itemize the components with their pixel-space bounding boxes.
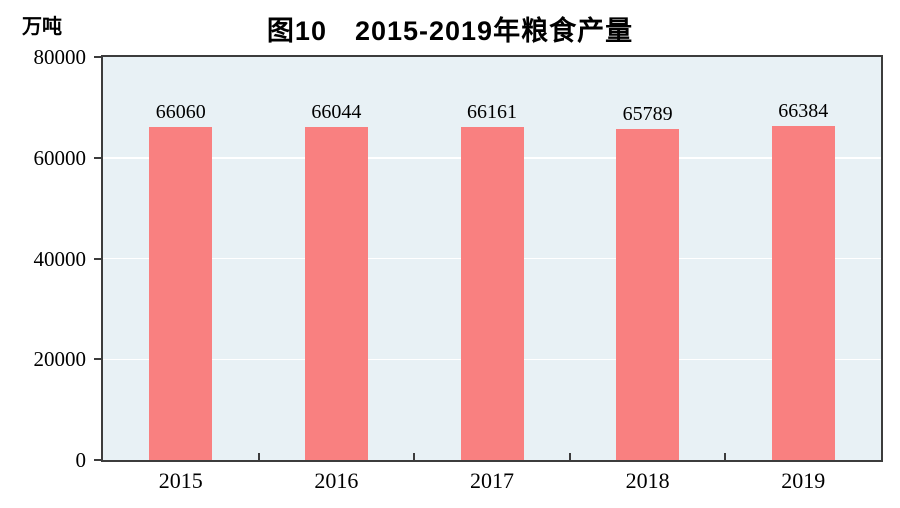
bar bbox=[616, 128, 680, 460]
y-tick-label: 20000 bbox=[33, 347, 87, 372]
y-tick-label: 40000 bbox=[33, 246, 87, 271]
y-tick-mark bbox=[94, 56, 103, 58]
x-tick-label: 2015 bbox=[158, 468, 203, 493]
x-tick-label: 2019 bbox=[781, 468, 826, 493]
x-tick-mark bbox=[413, 453, 416, 460]
y-tick-label: 60000 bbox=[33, 145, 87, 170]
y-tick-mark bbox=[94, 358, 103, 361]
x-tick-mark bbox=[724, 453, 727, 460]
bar bbox=[460, 126, 524, 460]
bar-value-label: 66384 bbox=[778, 99, 829, 122]
y-tick-mark bbox=[94, 156, 103, 159]
x-tick-label: 2017 bbox=[470, 468, 514, 493]
y-tick-label: 0 bbox=[75, 448, 87, 472]
bar bbox=[304, 127, 368, 460]
y-tick-mark bbox=[94, 257, 103, 260]
bar-value-label: 66161 bbox=[467, 100, 517, 123]
bar-value-label: 65789 bbox=[622, 102, 673, 125]
bar-value-label: 66044 bbox=[311, 101, 362, 124]
chart-title: 图10 2015-2019年粮食产量 bbox=[266, 16, 634, 46]
x-tick-label: 2016 bbox=[314, 468, 359, 493]
bar bbox=[149, 127, 213, 460]
x-tick-label: 2018 bbox=[625, 468, 670, 493]
y-tick-mark bbox=[94, 459, 103, 461]
x-tick-mark bbox=[568, 453, 571, 460]
bar-value-label: 66060 bbox=[155, 101, 206, 124]
bar bbox=[771, 125, 835, 460]
y-tick-label: 80000 bbox=[33, 45, 87, 69]
x-tick-mark bbox=[257, 453, 260, 460]
y-axis-unit-label: 万吨 bbox=[22, 16, 62, 38]
